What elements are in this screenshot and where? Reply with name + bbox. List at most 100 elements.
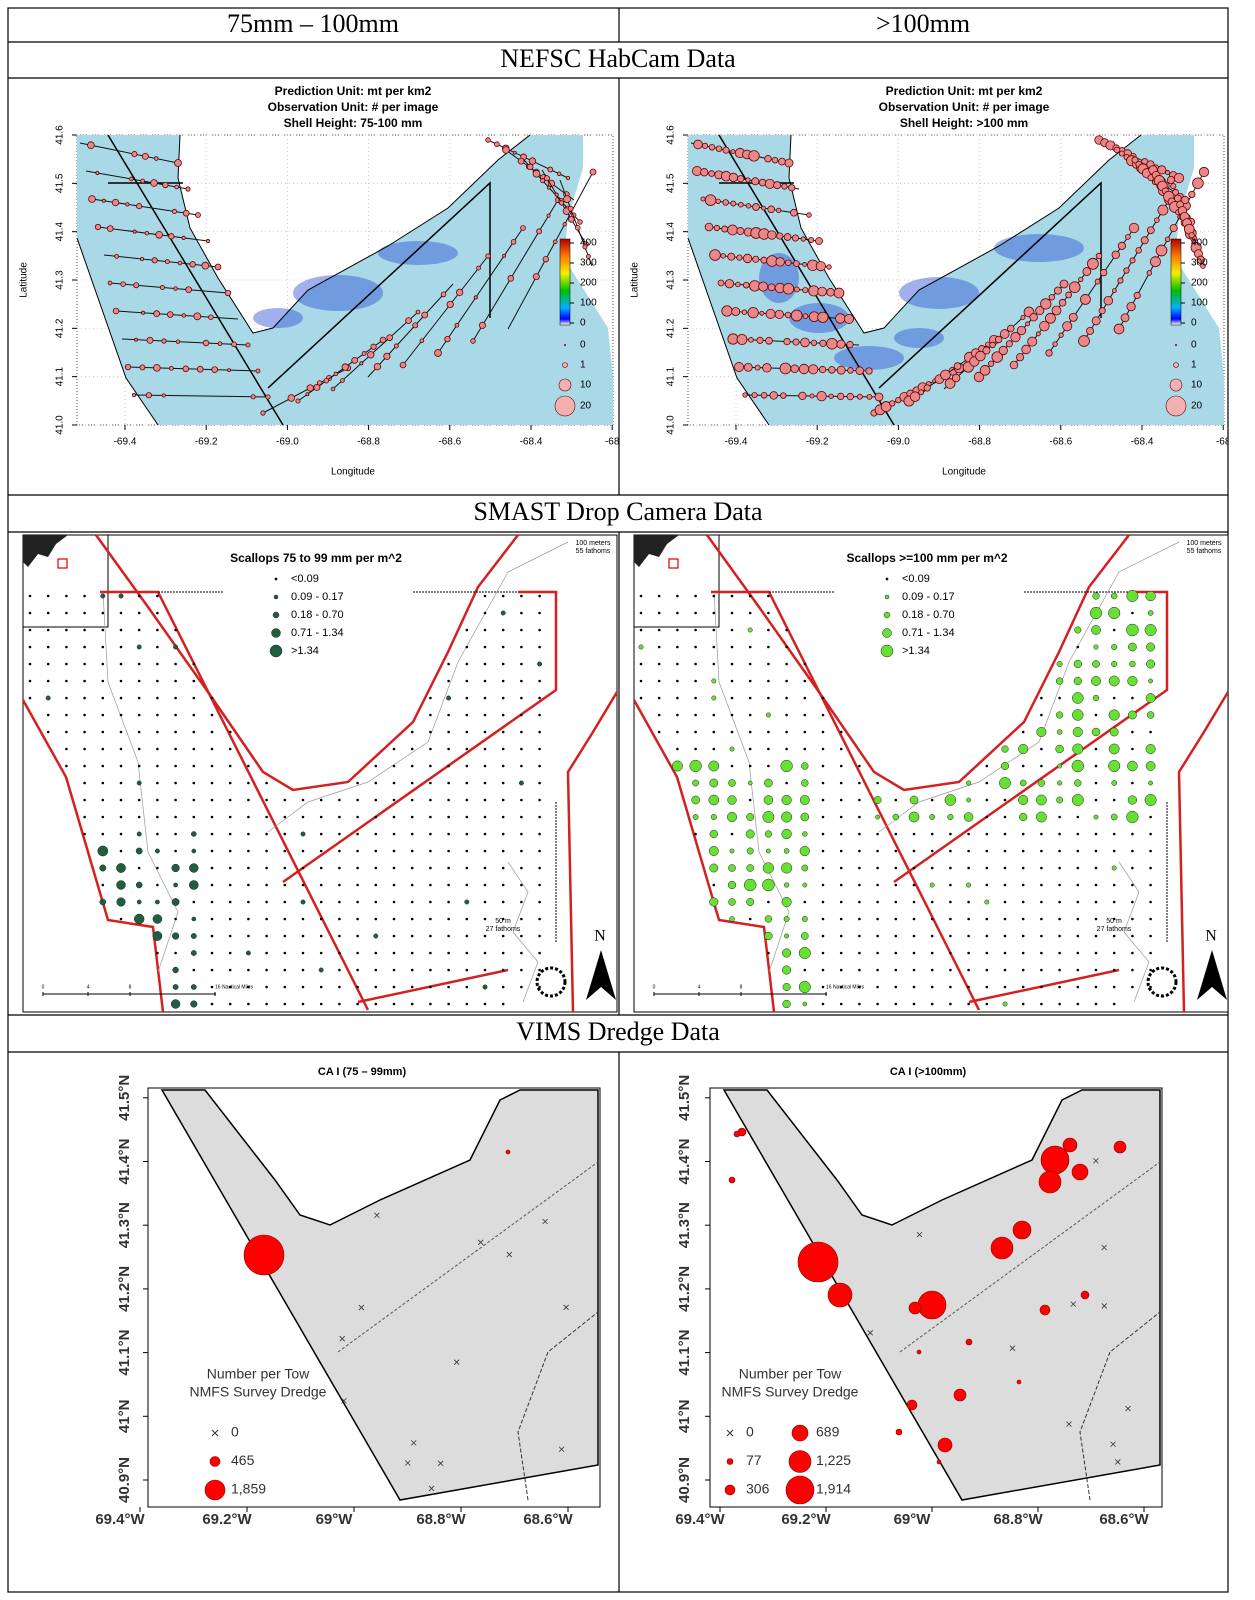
legend-title: Number per Tow	[739, 1366, 842, 1382]
station-dot	[375, 901, 378, 904]
station-dot	[138, 731, 141, 734]
station-dot	[804, 680, 807, 683]
station-dot	[246, 951, 250, 955]
observation-dot	[146, 393, 151, 398]
size-legend-label: 0	[580, 340, 586, 351]
station-dot	[120, 748, 123, 751]
station-dot	[710, 830, 718, 838]
y-tick-label: 41.0	[55, 415, 66, 435]
observation-dot	[212, 367, 218, 373]
observation-dot	[251, 395, 255, 399]
station-dot	[302, 884, 305, 887]
station-dot	[302, 1003, 305, 1006]
station-dot	[83, 612, 86, 615]
station-dot	[211, 935, 214, 938]
observation-dot	[132, 393, 135, 396]
x-tick-label: 69.2°W	[202, 1511, 252, 1528]
observation-dot	[734, 362, 743, 371]
observation-dot	[167, 312, 173, 318]
station-dot	[284, 867, 287, 870]
station-dot	[484, 748, 487, 751]
station-dot	[999, 777, 1010, 788]
station-dot	[858, 935, 861, 938]
station-dot	[1131, 782, 1134, 785]
size-legend-symbol	[1166, 396, 1186, 416]
station-dot	[265, 867, 268, 870]
station-dot	[822, 918, 825, 921]
station-dot	[338, 1003, 341, 1006]
station-dot	[658, 697, 661, 700]
station-dot	[466, 935, 469, 938]
station-dot	[986, 1003, 989, 1006]
station-dot	[484, 680, 487, 683]
station-dot	[744, 879, 756, 891]
observation-dot	[486, 138, 491, 143]
station-dot	[484, 799, 487, 802]
station-dot	[484, 697, 487, 700]
observation-dot	[738, 202, 743, 207]
station-dot	[211, 952, 214, 955]
station-dot	[1146, 761, 1155, 770]
station-dot	[83, 680, 86, 683]
observation-dot	[115, 254, 119, 258]
station-dot	[502, 833, 505, 836]
station-dot	[520, 731, 523, 734]
station-dot	[712, 679, 716, 683]
observation-dot	[793, 261, 799, 267]
station-dot	[1095, 748, 1098, 751]
observation-dot	[96, 171, 99, 174]
station-dot	[98, 846, 108, 856]
station-dot	[876, 782, 879, 785]
density-patch	[994, 234, 1084, 262]
legend-label: <0.09	[902, 573, 930, 585]
station-dot	[782, 949, 791, 958]
station-dot	[895, 986, 898, 989]
observation-dot	[89, 196, 96, 203]
station-dot	[767, 731, 770, 734]
y-tick-label: 41.3	[666, 270, 677, 290]
legend-label: <0.09	[291, 573, 319, 585]
observation-dot	[152, 258, 157, 263]
catch-circle	[896, 1429, 902, 1435]
map-frame	[634, 535, 1228, 1012]
station-dot	[748, 781, 752, 785]
station-dot	[320, 833, 323, 836]
observation-dot	[165, 260, 169, 264]
section-title: NEFSC HabCam Data	[500, 44, 736, 73]
station-dot	[658, 629, 661, 632]
map-title: Prediction Unit: mt per km2	[886, 84, 1043, 98]
legend-symbol	[727, 1459, 733, 1465]
station-dot	[100, 865, 106, 871]
x-tick-label: 69.2°W	[781, 1511, 831, 1528]
station-dot	[1090, 607, 1102, 619]
station-dot	[47, 731, 50, 734]
station-dot	[822, 986, 825, 989]
observation-dot	[1030, 313, 1038, 321]
station-dot	[822, 935, 825, 938]
station-dot	[1146, 591, 1156, 601]
station-dot	[520, 799, 523, 802]
station-dot	[1149, 833, 1152, 836]
station-dot	[931, 799, 934, 802]
station-dot	[909, 812, 919, 822]
observation-dot	[121, 282, 126, 287]
station-dot	[538, 680, 541, 683]
observation-dot	[784, 234, 791, 241]
station-dot	[764, 779, 772, 787]
station-dot	[520, 748, 523, 751]
panel-content: CA I (75 – 99mm)40.9°N41°N41.1°N41.2°N41…	[95, 1066, 600, 1528]
observation-dot	[848, 368, 854, 374]
station-dot	[1040, 714, 1043, 717]
station-dot	[229, 765, 232, 768]
station-dot	[640, 697, 643, 700]
observation-dot	[394, 344, 398, 348]
station-dot	[1072, 794, 1083, 805]
observation-dot	[766, 337, 773, 344]
station-dot	[138, 680, 141, 683]
station-dot	[1022, 901, 1025, 904]
station-dot	[189, 864, 198, 873]
size-legend-label: 1	[1191, 360, 1197, 371]
station-dot	[1077, 935, 1080, 938]
y-tick-label: 41.0	[666, 415, 677, 435]
station-dot	[1113, 1003, 1116, 1006]
